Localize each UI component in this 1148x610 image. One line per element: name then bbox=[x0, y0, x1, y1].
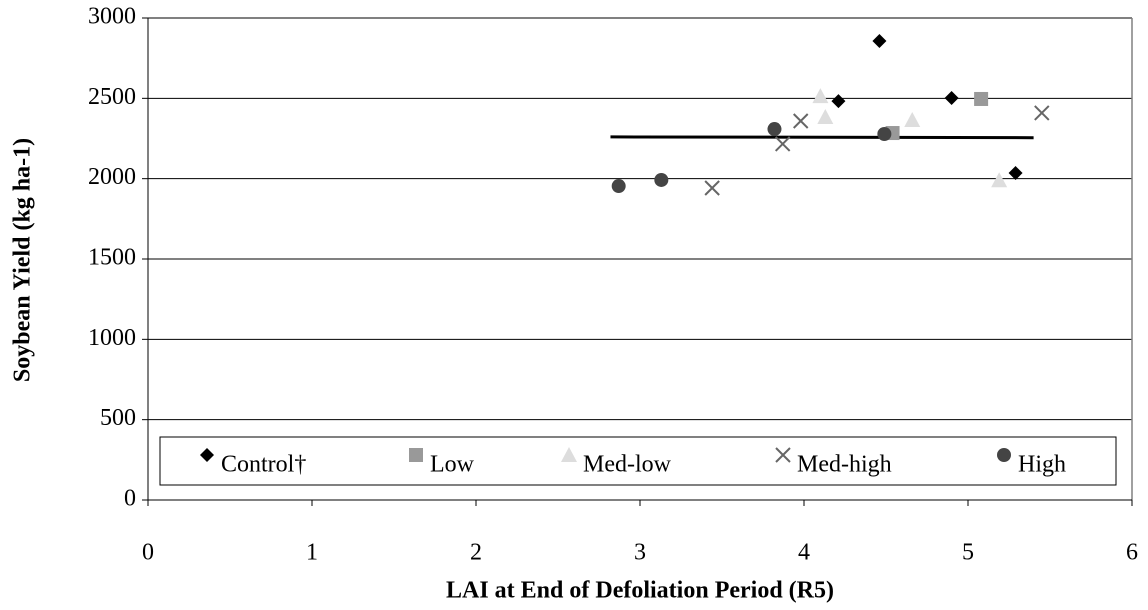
point bbox=[793, 113, 809, 129]
x-tick-label: 2 bbox=[470, 540, 482, 566]
x-axis-title: LAI at End of Defoliation Period (R5) bbox=[446, 578, 834, 604]
legend-marker bbox=[997, 448, 1011, 462]
point bbox=[767, 122, 782, 137]
x-tick-label: 5 bbox=[962, 540, 974, 566]
point bbox=[944, 91, 959, 106]
x-tick-label: 3 bbox=[634, 540, 646, 566]
point bbox=[1034, 105, 1050, 121]
y-tick-label: 3000 bbox=[88, 4, 136, 30]
point bbox=[831, 94, 846, 109]
legend-marker bbox=[409, 448, 423, 462]
point bbox=[774, 136, 791, 152]
point bbox=[812, 88, 829, 104]
y-tick-label: 1500 bbox=[88, 245, 136, 271]
legend-label: Med-high bbox=[797, 452, 892, 478]
y-tick-label: 500 bbox=[100, 405, 136, 431]
legend-marker bbox=[775, 447, 791, 463]
legend-label: Med-low bbox=[583, 452, 672, 478]
legend-marker bbox=[561, 447, 577, 462]
legend-label: High bbox=[1018, 452, 1066, 478]
point bbox=[817, 108, 834, 124]
point bbox=[904, 112, 921, 128]
legend-label: Low bbox=[430, 452, 475, 478]
y-tick-label: 1000 bbox=[88, 325, 136, 351]
point bbox=[877, 127, 892, 142]
point bbox=[1008, 166, 1023, 181]
x-tick-label: 4 bbox=[798, 540, 810, 566]
y-tick-label: 0 bbox=[124, 486, 136, 512]
point bbox=[974, 91, 989, 106]
x-tick-label: 1 bbox=[306, 540, 318, 566]
point bbox=[654, 172, 669, 187]
legend-marker bbox=[200, 448, 214, 462]
point bbox=[872, 33, 887, 48]
y-tick-label: 2500 bbox=[88, 84, 136, 110]
point bbox=[704, 180, 720, 196]
x-tick-label: 6 bbox=[1126, 540, 1138, 566]
y-tick-label: 2000 bbox=[88, 164, 136, 190]
trend-line bbox=[610, 135, 1034, 140]
legend-label: Control† bbox=[221, 452, 306, 478]
y-axis-title: Soybean Yield (kg ha-1) bbox=[10, 138, 36, 382]
x-tick-label: 0 bbox=[142, 540, 154, 566]
point bbox=[991, 172, 1008, 188]
legend-box bbox=[159, 436, 1117, 486]
point bbox=[611, 179, 626, 194]
